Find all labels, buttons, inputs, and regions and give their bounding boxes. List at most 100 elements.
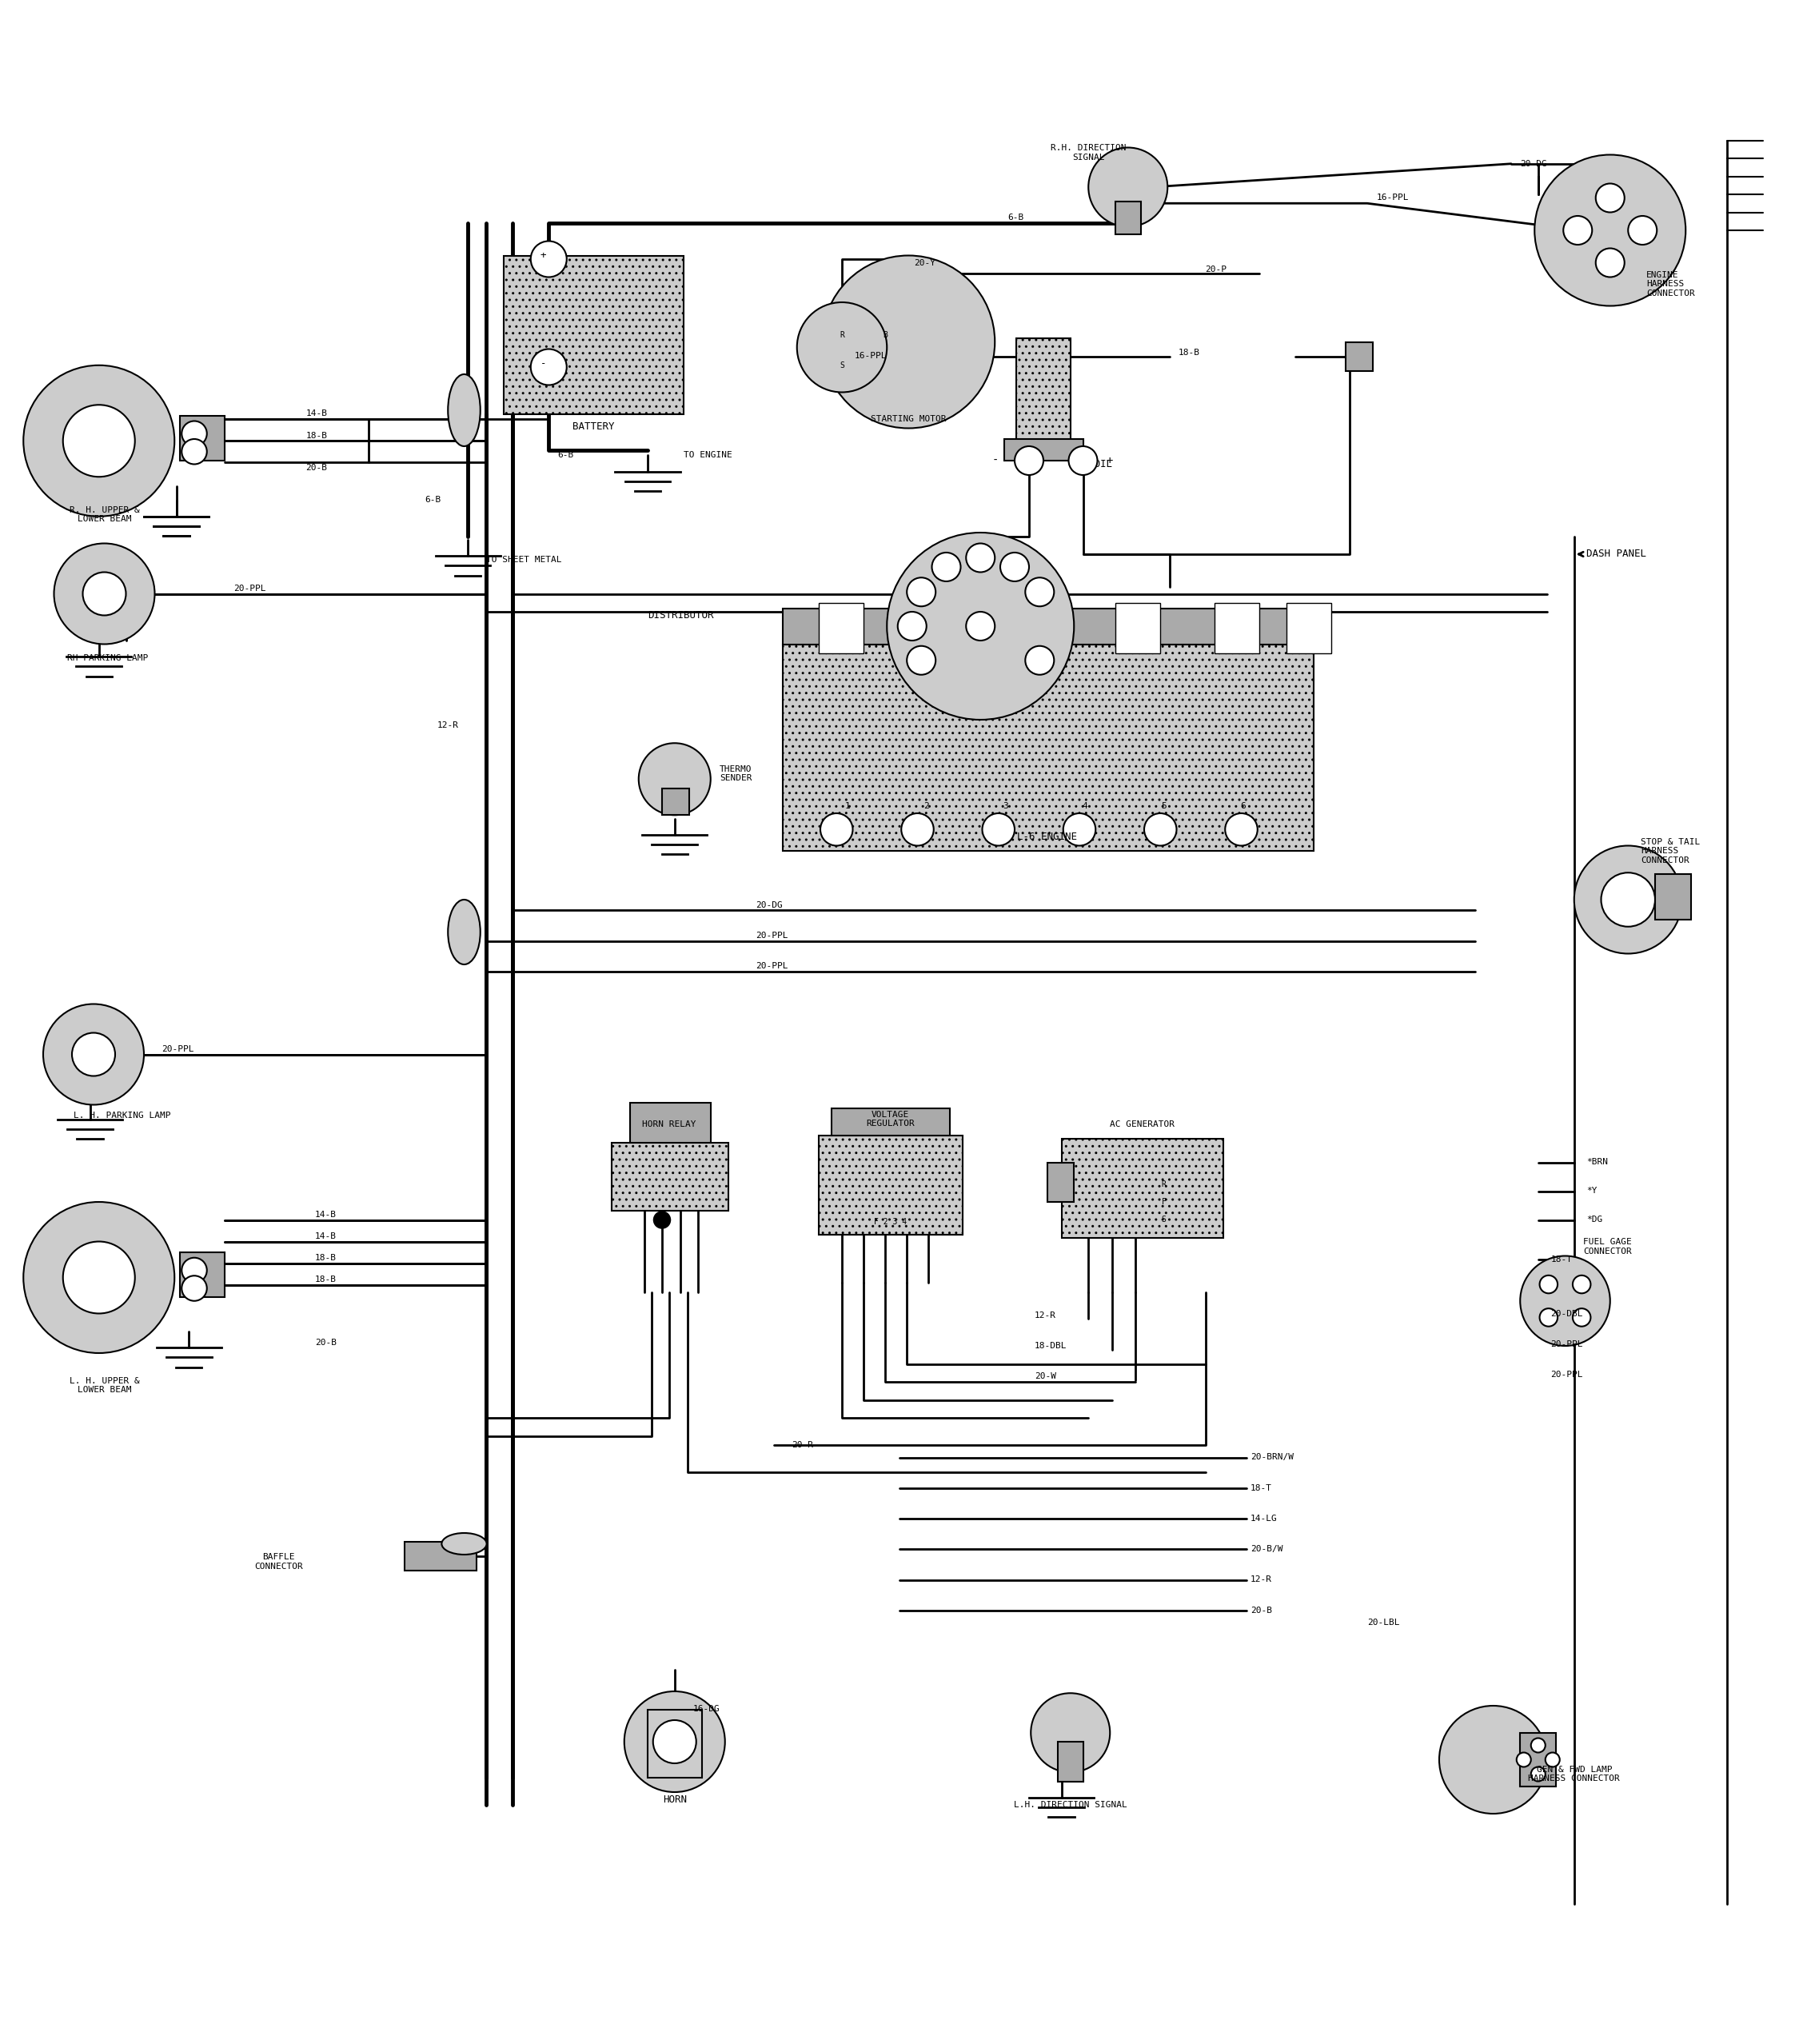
Circle shape <box>907 646 935 675</box>
Circle shape <box>982 814 1015 846</box>
Circle shape <box>653 1721 696 1764</box>
Text: 20-PPL: 20-PPL <box>234 585 266 593</box>
Circle shape <box>1015 446 1043 474</box>
Bar <box>1016 337 1070 446</box>
Text: F: F <box>1162 1198 1166 1206</box>
Bar <box>1346 341 1373 370</box>
Circle shape <box>901 814 934 846</box>
Text: 20-PPL: 20-PPL <box>1551 1372 1583 1378</box>
Circle shape <box>54 544 155 644</box>
Text: 16-PPL: 16-PPL <box>855 352 887 360</box>
Text: 18-DBL: 18-DBL <box>1034 1341 1067 1349</box>
Circle shape <box>898 611 926 640</box>
Text: 20-B: 20-B <box>306 464 327 472</box>
Circle shape <box>1596 247 1624 278</box>
Text: 20-PPL: 20-PPL <box>756 963 788 971</box>
Text: 20-DG: 20-DG <box>1520 159 1547 168</box>
Text: 6-B: 6-B <box>558 452 574 460</box>
Circle shape <box>1069 446 1097 474</box>
Text: 20-W: 20-W <box>1034 1372 1056 1380</box>
Text: 2: 2 <box>925 801 930 809</box>
Text: 20-DBL: 20-DBL <box>1551 1310 1583 1318</box>
Bar <box>1655 875 1691 920</box>
Circle shape <box>83 572 126 615</box>
Text: RH PARKING LAMP: RH PARKING LAMP <box>68 654 148 662</box>
Text: HORN: HORN <box>662 1795 687 1805</box>
Circle shape <box>639 744 711 816</box>
Text: +: + <box>1106 456 1114 466</box>
Text: 16-PPL: 16-PPL <box>1376 194 1409 202</box>
Circle shape <box>182 421 207 446</box>
Text: 18-B: 18-B <box>1178 350 1200 356</box>
Text: BAFFLE
CONNECTOR: BAFFLE CONNECTOR <box>255 1553 302 1570</box>
Circle shape <box>63 1241 135 1314</box>
Circle shape <box>1088 147 1168 227</box>
Text: DISTRIBUTOR: DISTRIBUTOR <box>648 611 714 621</box>
Text: GEN & FWD LAMP
HARNESS CONNECTOR: GEN & FWD LAMP HARNESS CONNECTOR <box>1529 1766 1621 1782</box>
Circle shape <box>1225 814 1258 846</box>
Text: 14-LG: 14-LG <box>1250 1515 1277 1523</box>
Text: THERMO
SENDER: THERMO SENDER <box>720 764 752 783</box>
Bar <box>1115 603 1160 654</box>
Text: HORN RELAY: HORN RELAY <box>642 1120 696 1128</box>
Circle shape <box>1520 1255 1610 1345</box>
Bar <box>1058 1741 1083 1780</box>
Text: 12-R: 12-R <box>1250 1576 1272 1584</box>
Circle shape <box>624 1690 725 1793</box>
Text: FUEL GAGE
CONNECTOR: FUEL GAGE CONNECTOR <box>1583 1239 1632 1255</box>
Circle shape <box>653 1210 671 1228</box>
Circle shape <box>1596 184 1624 213</box>
Text: -: - <box>991 456 998 466</box>
Text: COIL: COIL <box>1088 460 1112 470</box>
Text: L. H. PARKING LAMP: L. H. PARKING LAMP <box>74 1112 171 1120</box>
Circle shape <box>966 544 995 572</box>
Text: R: R <box>1162 1179 1166 1188</box>
Bar <box>917 603 962 654</box>
Circle shape <box>1439 1707 1547 1813</box>
Text: R. H. UPPER &
LOWER BEAM: R. H. UPPER & LOWER BEAM <box>68 507 140 523</box>
Circle shape <box>1572 1308 1590 1327</box>
Bar <box>819 1134 962 1235</box>
Text: 6: 6 <box>1240 801 1245 809</box>
Circle shape <box>820 814 853 846</box>
Circle shape <box>1563 217 1592 245</box>
Text: 5: 5 <box>1162 801 1168 809</box>
Text: B: B <box>883 331 887 339</box>
Circle shape <box>23 366 175 517</box>
Text: -: - <box>540 358 547 368</box>
Bar <box>648 1709 702 1778</box>
Circle shape <box>1601 873 1655 926</box>
Circle shape <box>1063 814 1096 846</box>
Bar <box>180 1253 225 1298</box>
Text: 20-LBL: 20-LBL <box>1367 1619 1400 1627</box>
Bar <box>1286 603 1331 654</box>
Circle shape <box>1540 1308 1558 1327</box>
Bar <box>1061 1139 1223 1239</box>
Circle shape <box>1144 814 1177 846</box>
Circle shape <box>1574 846 1682 955</box>
Text: S: S <box>840 362 844 370</box>
Circle shape <box>531 241 567 278</box>
Text: 12-R: 12-R <box>437 722 459 730</box>
Circle shape <box>932 552 961 580</box>
Text: F 2 3 4: F 2 3 4 <box>874 1218 907 1226</box>
Text: ENGINE
HARNESS
CONNECTOR: ENGINE HARNESS CONNECTOR <box>1646 272 1695 298</box>
Text: TO ENGINE: TO ENGINE <box>684 452 732 460</box>
Bar <box>1214 603 1259 654</box>
Bar <box>1115 202 1141 233</box>
Circle shape <box>1000 552 1029 580</box>
Bar <box>783 609 1313 644</box>
Circle shape <box>182 1275 207 1300</box>
Circle shape <box>1628 217 1657 245</box>
Text: 3: 3 <box>1004 801 1009 809</box>
Text: 20-B/W: 20-B/W <box>1250 1545 1283 1553</box>
Circle shape <box>797 303 887 392</box>
Text: 1: 1 <box>846 801 851 809</box>
Text: *BRN: *BRN <box>1587 1159 1608 1167</box>
Text: VOLTAGE
REGULATOR: VOLTAGE REGULATOR <box>867 1110 916 1128</box>
Bar <box>831 1108 950 1134</box>
Circle shape <box>1517 1752 1531 1766</box>
Circle shape <box>1540 1275 1558 1294</box>
Text: 20-P: 20-P <box>1205 266 1227 274</box>
Text: 20-PPL: 20-PPL <box>1551 1341 1583 1349</box>
